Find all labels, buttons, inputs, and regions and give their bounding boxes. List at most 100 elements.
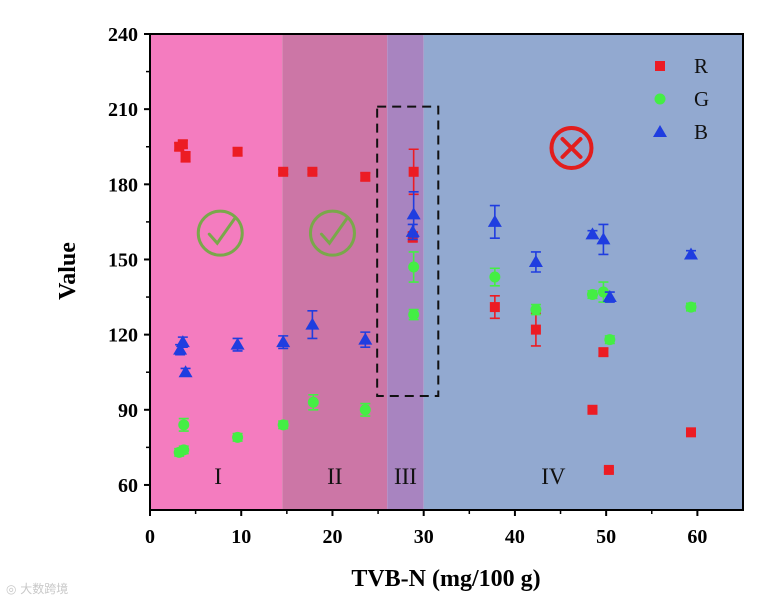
legend-item-B: B bbox=[653, 120, 708, 144]
data-point-R bbox=[587, 404, 598, 415]
data-point-R bbox=[489, 295, 500, 320]
data-point-B bbox=[683, 247, 698, 260]
data-point-G bbox=[408, 251, 420, 283]
data-point-B bbox=[585, 227, 600, 240]
x-tick-label: 10 bbox=[231, 526, 251, 548]
marker-B bbox=[230, 337, 245, 350]
x-tick-label: 60 bbox=[687, 526, 707, 548]
data-point-B bbox=[528, 251, 543, 273]
data-point-G bbox=[408, 308, 420, 321]
marker-G bbox=[685, 301, 697, 313]
marker-B bbox=[487, 214, 502, 227]
legend-label-B: B bbox=[694, 120, 708, 144]
region-2-background bbox=[282, 34, 388, 510]
y-tick-label: 180 bbox=[108, 174, 138, 196]
marker-R bbox=[278, 166, 289, 177]
marker-R bbox=[530, 324, 541, 335]
marker-G bbox=[277, 419, 289, 431]
data-point-R bbox=[232, 146, 243, 157]
region-1-background bbox=[150, 34, 283, 510]
x-tick-label: 30 bbox=[414, 526, 434, 548]
data-point-R bbox=[278, 166, 289, 177]
data-points bbox=[173, 139, 698, 475]
marker-B bbox=[358, 332, 373, 345]
y-tick-label: 90 bbox=[118, 400, 138, 422]
marker-B bbox=[596, 232, 611, 245]
marker-R bbox=[232, 146, 243, 157]
data-point-B bbox=[178, 365, 193, 378]
x-tick-label: 20 bbox=[322, 526, 342, 548]
marker-B bbox=[683, 247, 698, 260]
region-2-label: II bbox=[327, 464, 342, 489]
marker-G bbox=[597, 286, 609, 298]
data-point-R bbox=[603, 464, 614, 475]
marker-B bbox=[405, 224, 420, 237]
marker-R bbox=[180, 151, 191, 162]
marker-G bbox=[232, 431, 244, 443]
marker-G bbox=[307, 396, 319, 408]
marker-R bbox=[587, 404, 598, 415]
legend-item-R: R bbox=[655, 54, 708, 78]
marker-B bbox=[585, 227, 600, 240]
series-B bbox=[173, 191, 698, 378]
region-backgrounds: I II III IV bbox=[150, 34, 743, 510]
cross-mark-icon bbox=[549, 125, 594, 170]
data-point-G bbox=[586, 289, 598, 301]
y-tick-label: 210 bbox=[108, 99, 138, 121]
x-tick-label: 40 bbox=[505, 526, 525, 548]
data-point-R bbox=[180, 150, 191, 163]
data-point-R bbox=[307, 166, 318, 177]
marker-G bbox=[604, 334, 616, 346]
marker-G bbox=[530, 304, 542, 316]
marker-G bbox=[178, 444, 190, 456]
data-point-R bbox=[598, 347, 609, 358]
y-axis-title: Value bbox=[55, 242, 81, 300]
series-G bbox=[173, 251, 697, 458]
region-3-label: III bbox=[394, 464, 417, 489]
dashed-highlight-box bbox=[376, 105, 440, 398]
marker-G bbox=[178, 419, 190, 431]
marker-G bbox=[408, 309, 420, 321]
data-point-B bbox=[406, 191, 421, 238]
marker-R bbox=[489, 302, 500, 313]
data-point-G bbox=[178, 417, 190, 432]
annotations bbox=[196, 105, 594, 398]
region-4-label: IV bbox=[541, 464, 566, 489]
marker-G bbox=[586, 289, 598, 301]
watermark-text: 大数跨境 bbox=[20, 582, 69, 596]
legend-marker-R bbox=[655, 61, 665, 71]
marker-R bbox=[307, 166, 318, 177]
region-3-background bbox=[387, 34, 424, 510]
watermark: ◎ 大数跨境 bbox=[6, 580, 68, 597]
y-tick-label: 120 bbox=[108, 325, 138, 347]
legend-label-G: G bbox=[694, 87, 709, 111]
y-tick-label: 60 bbox=[118, 475, 138, 497]
plot-frame bbox=[149, 33, 744, 511]
data-point-B bbox=[602, 290, 617, 303]
region-1-label: I bbox=[214, 464, 222, 489]
y-tick-label: 240 bbox=[108, 24, 138, 46]
data-point-G bbox=[489, 267, 501, 287]
marker-B bbox=[175, 335, 190, 348]
marker-B bbox=[173, 342, 188, 355]
x-tick-label: 50 bbox=[596, 526, 616, 548]
data-point-B bbox=[596, 223, 611, 256]
data-point-G bbox=[604, 334, 616, 346]
marker-R bbox=[685, 427, 696, 438]
marker-B bbox=[406, 207, 421, 220]
data-point-B bbox=[487, 204, 502, 239]
marker-B bbox=[178, 365, 193, 378]
data-point-G bbox=[307, 393, 319, 411]
marker-B bbox=[276, 335, 291, 348]
data-point-G bbox=[277, 419, 289, 431]
data-point-G bbox=[685, 301, 697, 313]
legend-label-R: R bbox=[694, 54, 708, 78]
check-mark-icon bbox=[308, 209, 356, 257]
marker-B bbox=[528, 254, 543, 267]
x-axis-title: TVB-N (mg/100 g) bbox=[351, 566, 540, 592]
marker-R bbox=[408, 166, 419, 177]
marker-G bbox=[408, 261, 420, 273]
y-tick-label: 150 bbox=[108, 249, 138, 271]
series-R bbox=[174, 139, 696, 475]
data-point-R bbox=[360, 171, 371, 182]
